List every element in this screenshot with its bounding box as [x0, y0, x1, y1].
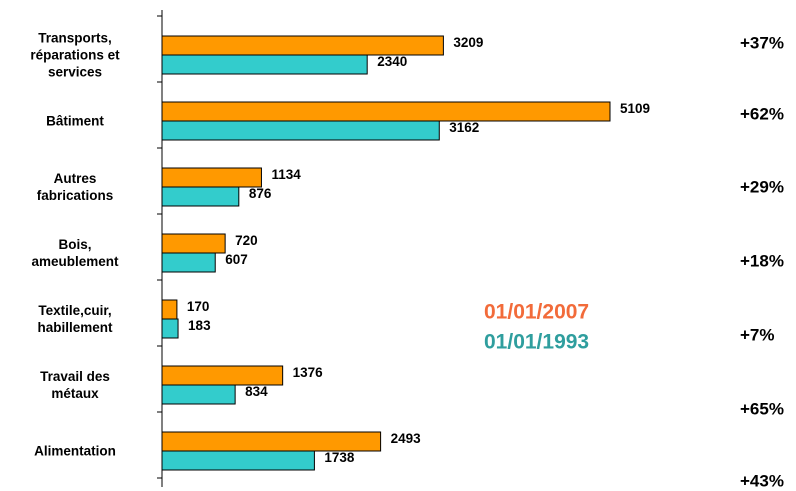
change-label: +43%: [740, 471, 784, 490]
value-label: 2493: [391, 431, 422, 446]
value-label: 1134: [271, 167, 301, 182]
bar: [161, 120, 440, 141]
bar: [161, 365, 284, 386]
category-label: Alimentation: [34, 443, 116, 459]
value-label: 607: [225, 252, 248, 267]
bar: [161, 252, 216, 273]
category-label: Bois, ameublement: [31, 237, 119, 269]
category-label: Textile,cuir, habillement: [37, 303, 113, 335]
bar: [161, 233, 226, 254]
bar: [161, 54, 368, 75]
value-label: 5109: [620, 101, 650, 116]
value-label: 1376: [293, 365, 324, 380]
bar: [161, 318, 179, 339]
bar: [161, 186, 240, 207]
category-label: Bâtiment: [46, 113, 104, 129]
value-label: 3162: [449, 120, 479, 135]
change-label: +62%: [740, 104, 784, 123]
change-label: +18%: [740, 251, 784, 270]
bar: [161, 450, 315, 471]
legend-label: 01/01/1993: [484, 331, 589, 354]
value-label: 3209: [453, 35, 483, 50]
change-label: +7%: [740, 325, 775, 344]
value-label: 876: [249, 186, 272, 201]
category-label: Autres fabrications: [36, 171, 114, 203]
value-label: 720: [235, 233, 258, 248]
bar: [161, 384, 236, 405]
category-label: Transports, réparations et services: [30, 30, 120, 80]
value-label: 170: [187, 299, 210, 314]
change-label: +29%: [740, 177, 784, 196]
value-label: 2340: [377, 54, 407, 69]
change-label: +65%: [740, 399, 784, 418]
bar: [161, 35, 444, 56]
value-label: 1738: [324, 450, 355, 465]
bar: [161, 299, 178, 320]
category-label: Travail des métaux: [40, 369, 110, 401]
bar: [161, 101, 611, 122]
value-label: 834: [245, 384, 268, 399]
bar: [161, 431, 382, 452]
change-label: +37%: [740, 33, 784, 52]
bar: [161, 167, 262, 188]
legend-label: 01/01/2007: [484, 301, 589, 324]
value-label: 183: [188, 318, 211, 333]
